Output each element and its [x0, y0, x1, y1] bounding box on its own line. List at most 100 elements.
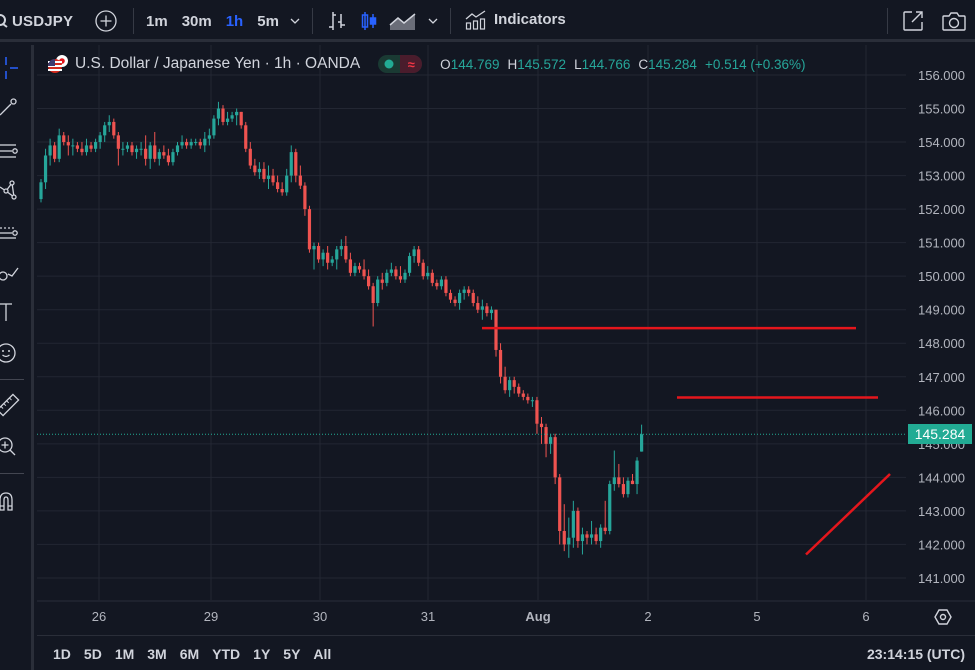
camera-icon [942, 12, 966, 31]
trend-line[interactable] [805, 473, 891, 556]
time-tick: 5 [753, 609, 760, 624]
emoji-icon [0, 343, 16, 363]
symbol-search[interactable]: USDJPY [0, 0, 73, 42]
trend-line-tool[interactable] [0, 95, 24, 121]
price-chart[interactable]: 156.000 155.000 154.000 153.000 152.000 151.0… [0, 0, 975, 635]
time-axis[interactable]: 26 29 30 31 Aug 2 5 6 [92, 609, 870, 624]
price-tick: 146.000 [918, 403, 965, 418]
top-toolbar: USDJPY 1m 30m 1h 5m Indicators [0, 0, 975, 42]
price-tick: 151.000 [918, 236, 965, 251]
interval-dropdown-button[interactable] [287, 0, 303, 42]
brush-icon [0, 267, 19, 281]
range-5d[interactable]: 5D [83, 645, 102, 662]
horizontal-lines-icon [0, 144, 18, 158]
price-tick: 143.000 [918, 504, 965, 519]
text-tool[interactable] [0, 299, 24, 325]
chart-settings-button[interactable] [934, 608, 952, 631]
price-tick: 154.000 [918, 135, 965, 150]
chart-drawings[interactable] [482, 326, 891, 556]
indicators-label: Indicators [494, 11, 566, 28]
price-tick: 142.000 [918, 537, 965, 552]
area-chart-button[interactable] [389, 0, 417, 42]
settings-gear-icon [934, 609, 952, 625]
chevron-down-icon [428, 18, 438, 24]
fib-tool[interactable] [0, 220, 24, 246]
toolbar-divider [887, 8, 888, 34]
candles-button[interactable] [358, 0, 380, 42]
snapshot-button[interactable] [940, 0, 968, 42]
bottom-toolbar: 1D 5D 1M 3M 6M YTD 1Y 5Y All 23:14:15 (U… [37, 635, 975, 670]
interval-5m[interactable]: 5m [257, 12, 279, 30]
ruler-tool[interactable] [0, 392, 24, 418]
last-price-label: 145.284 [908, 424, 972, 445]
range-all[interactable]: All [313, 645, 332, 662]
range-3m[interactable]: 3M [147, 645, 167, 662]
horizontal-lines-tool[interactable] [0, 138, 24, 164]
time-tick: 6 [862, 609, 869, 624]
chevron-down-icon [290, 18, 300, 24]
range-5y[interactable]: 5Y [283, 645, 301, 662]
add-symbol-button[interactable] [94, 0, 118, 42]
crosshair-tool[interactable] [0, 55, 24, 81]
indicators-icon [465, 9, 486, 30]
bar-chart-icon [329, 12, 345, 30]
ruler-icon [0, 393, 20, 417]
magnet-icon [0, 492, 13, 511]
time-tick: 31 [421, 609, 435, 624]
area-chart-icon [389, 13, 416, 30]
price-tick: 150.000 [918, 269, 965, 284]
fib-icon [0, 227, 18, 239]
price-tick: 149.000 [918, 303, 965, 318]
candlestick-series [39, 101, 644, 558]
price-tick: 155.000 [918, 102, 965, 117]
date-range-tabs: 1D 5D 1M 3M 6M YTD 1Y 5Y All [53, 636, 331, 670]
drawing-toolbar [0, 45, 34, 670]
fullscreen-button[interactable] [900, 0, 926, 42]
time-tick: 2 [644, 609, 651, 624]
interval-tabs: 1m 30m 1h 5m [146, 0, 293, 42]
time-tick: 29 [204, 609, 218, 624]
candles-icon [361, 12, 377, 30]
search-icon [0, 14, 8, 28]
zoom-in-icon [0, 437, 16, 456]
trend-line-icon [0, 98, 17, 116]
price-tick: 144.000 [918, 470, 965, 485]
toolbar-divider [0, 379, 24, 380]
symbol-name: USDJPY [12, 12, 74, 30]
price-tick: 147.000 [918, 370, 965, 385]
add-symbol-icon [95, 10, 117, 32]
interval-30m[interactable]: 30m [181, 12, 212, 30]
magnet-tool[interactable] [0, 488, 24, 514]
price-tick: 153.000 [918, 169, 965, 184]
toolbar-divider [0, 473, 24, 474]
interval-1h[interactable]: 1h [225, 12, 244, 30]
range-1d[interactable]: 1D [53, 645, 71, 662]
text-icon [0, 303, 12, 321]
toolbar-divider [133, 8, 134, 34]
time-tick: Aug [525, 609, 550, 624]
range-ytd[interactable]: YTD [212, 645, 241, 662]
chart-grid [37, 45, 975, 635]
toolbar-divider [312, 8, 313, 34]
range-6m[interactable]: 6M [179, 645, 200, 662]
pattern-icon [0, 180, 17, 200]
chart-type-dropdown-button[interactable] [425, 0, 441, 42]
emoji-tool[interactable] [0, 340, 24, 366]
price-tick: 156.000 [918, 68, 965, 83]
indicators-button[interactable]: Indicators [465, 0, 566, 41]
price-tick: 148.000 [918, 336, 965, 351]
brush-tool[interactable] [0, 259, 24, 285]
utc-clock[interactable]: 23:14:15 (UTC) [866, 645, 965, 662]
interval-1m[interactable]: 1m [146, 12, 168, 30]
zoom-in-tool[interactable] [0, 434, 24, 460]
pattern-tool[interactable] [0, 178, 24, 204]
fullscreen-icon [903, 11, 923, 31]
range-1m[interactable]: 1M [114, 645, 135, 662]
price-tick: 152.000 [918, 202, 965, 217]
price-axis[interactable]: 156.000 155.000 154.000 153.000 152.000 151.0… [918, 68, 965, 586]
time-tick: 26 [92, 609, 106, 624]
bar-chart-button[interactable] [326, 0, 348, 42]
price-tick: 141.000 [918, 571, 965, 586]
range-1y[interactable]: 1Y [253, 645, 271, 662]
crosshair-icon [5, 57, 18, 79]
